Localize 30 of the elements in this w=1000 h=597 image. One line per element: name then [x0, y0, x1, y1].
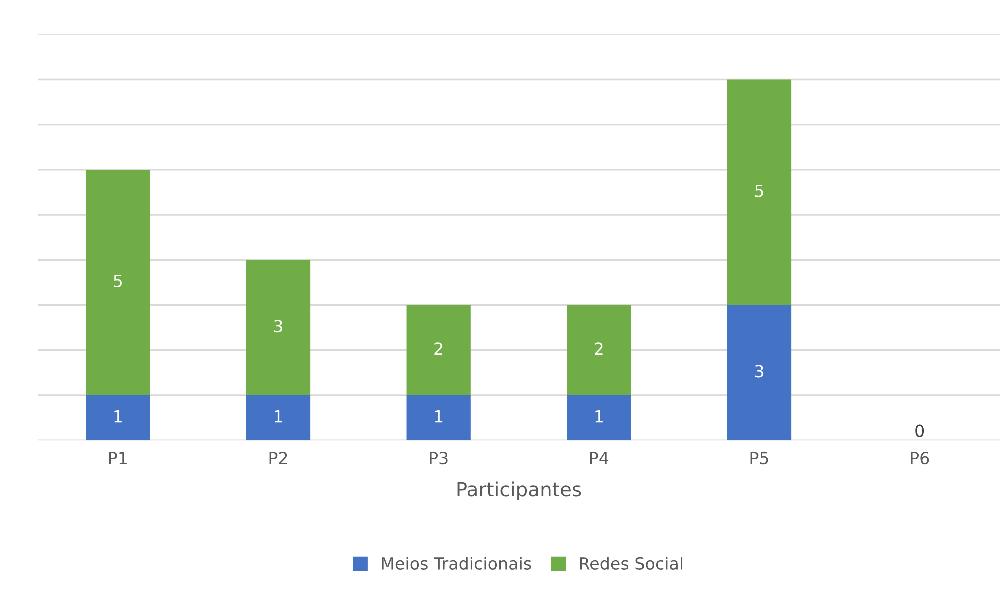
x-axis-title: Participantes [458, 482, 582, 501]
x-tick-label: P4 [590, 452, 609, 464]
x-tick-label: P5 [750, 452, 768, 465]
bar [727, 305, 792, 441]
bar [246, 395, 311, 441]
data-label: 3 [755, 365, 764, 378]
x-tick-label: P2 [270, 452, 288, 464]
bar [727, 80, 792, 306]
data-label: 3 [274, 320, 282, 333]
data-label: 1 [435, 410, 443, 423]
x-tick-label: P1 [109, 452, 127, 464]
data-label: 0 [916, 424, 924, 438]
bar [567, 305, 632, 396]
data-label: 1 [596, 410, 603, 423]
bar [406, 395, 471, 441]
legend-label: Meios Tradicionais [382, 557, 532, 570]
bar [86, 170, 150, 396]
x-tick-label: P3 [430, 452, 448, 465]
bar [246, 260, 311, 396]
bar [567, 395, 632, 441]
data-label: 5 [114, 275, 122, 288]
x-tick-label: P6 [911, 452, 930, 465]
data-label: 2 [595, 342, 603, 355]
data-label: 5 [755, 184, 764, 198]
data-label: 2 [434, 342, 442, 355]
bar [406, 305, 471, 396]
bar [86, 395, 150, 441]
data-label: 1 [275, 410, 282, 423]
data-label: 1 [114, 410, 122, 423]
legend-label: Redes Social [580, 557, 683, 570]
